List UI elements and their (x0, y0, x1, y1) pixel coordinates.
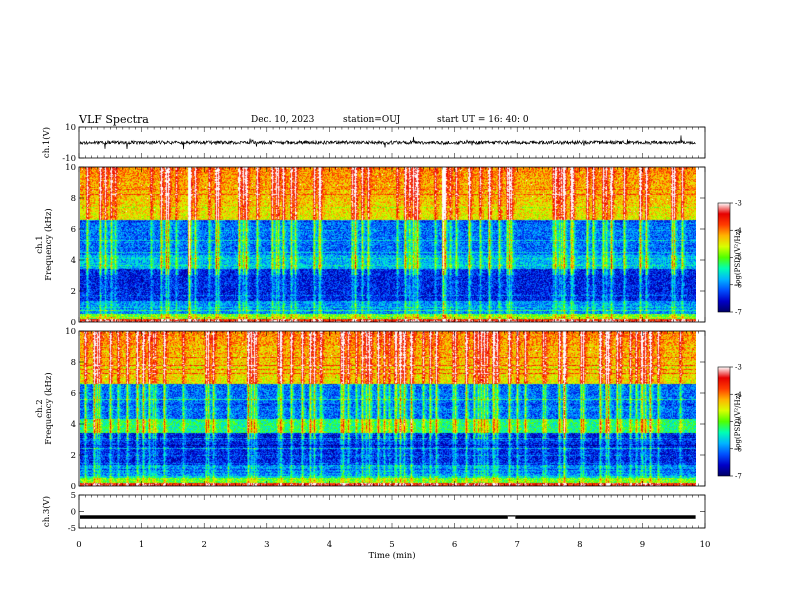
ch1-spectrogram-colorbar-tick-label: -3 (735, 200, 742, 208)
ch1-spectrogram-y-tick-label: 6 (71, 225, 76, 235)
ch3-waveform-y-axis-label: ch.3(V) (41, 496, 52, 527)
ch2-spectrogram-colorbar (717, 366, 731, 477)
ch2-spectrogram-colorbar-tick-label: -5 (735, 418, 742, 426)
ch1-spectrogram-y-tick-label: 8 (71, 194, 76, 204)
ch1-spectrogram-colorbar (717, 202, 731, 313)
ch3-waveform-trace (80, 515, 508, 519)
ch1-spectrogram-y-axis-label: ch.1 (35, 235, 45, 253)
ch1-spectrogram-colorbar-tick-label: -5 (735, 254, 742, 262)
ch2-spectrogram-colorbar-label: log(PSD)(V²/Hz) (734, 393, 742, 450)
ch3-waveform-dropout (507, 515, 516, 517)
x-tick-label: 8 (577, 540, 582, 550)
date-label: Dec. 10, 2023 (251, 115, 315, 125)
ch2-spectrogram-y-tick-label: 4 (71, 420, 76, 430)
ch1-waveform-trace (79, 135, 696, 150)
x-tick-label: 2 (201, 540, 206, 550)
ch2-spectrogram-colorbar-tick-label: -4 (735, 391, 742, 399)
ch1-spectrogram-colorbar-tick-label: -4 (735, 227, 742, 235)
x-tick-label: 6 (452, 540, 457, 550)
ch2-spectrogram-y-tick-label: 0 (71, 482, 76, 492)
x-tick-label: 7 (514, 540, 519, 550)
ch2-spectrogram-y-tick-label: 8 (71, 358, 76, 368)
x-tick-label: 3 (264, 540, 269, 550)
ch2-spectrogram-colorbar-tick-label: -7 (735, 473, 742, 481)
ch1-waveform-y-tick-label: 10 (65, 123, 76, 133)
ch2-spectrogram-colorbar-tick-label: -6 (735, 445, 742, 453)
ch3-waveform-y-tick-label: 0 (71, 508, 76, 518)
ch1-spectrogram-y-tick-label: 2 (71, 287, 76, 297)
ch2-spectrogram-y-tick-label: 2 (71, 451, 76, 461)
ch2-spectrogram-image (80, 331, 696, 486)
x-tick-label: 0 (76, 540, 81, 550)
ch3-waveform-trace (515, 515, 696, 519)
ch2-spectrogram-y-tick-label: 10 (65, 327, 76, 337)
ch1-waveform-y-tick-label: -10 (62, 154, 76, 164)
ch2-spectrogram-y-axis-label: Frequency (kHz) (43, 372, 54, 444)
ch2-spectrogram-y-tick-label: 6 (71, 389, 76, 399)
ch1-spectrogram-colorbar-tick-label: -6 (735, 281, 742, 289)
ch2-spectrogram-colorbar-tick-label: -3 (735, 364, 742, 372)
x-tick-label: 10 (700, 540, 711, 550)
ch1-spectrogram-y-axis-label: Frequency (kHz) (43, 208, 54, 280)
x-tick-label: 5 (389, 540, 394, 550)
ch1-spectrogram-y-tick-label: 0 (71, 318, 76, 328)
ch1-spectrogram-y-tick-label: 4 (71, 256, 76, 266)
ch1-waveform-y-axis-label: ch.1(V) (41, 127, 52, 158)
ch2-spectrogram-y-axis-label: ch.2 (35, 399, 45, 417)
ch3-waveform-y-tick-label: -5 (68, 524, 76, 534)
x-tick-label: 4 (327, 540, 332, 550)
station-label: station=OUJ (343, 115, 401, 125)
ch1-spectrogram-y-tick-label: 10 (65, 163, 76, 173)
x-tick-label: 9 (640, 540, 645, 550)
ch1-spectrogram-colorbar-label: log(PSD)(V²/Hz) (734, 229, 742, 286)
ch3-waveform-y-tick-label: 5 (71, 491, 76, 501)
chart-title: VLF Spectra (79, 113, 149, 126)
x-axis-label: Time (min) (368, 550, 415, 561)
ch1-spectrogram-image (80, 167, 696, 322)
ch1-spectrogram-colorbar-tick-label: -7 (735, 309, 742, 317)
start-time-label: start UT = 16: 40: 0 (437, 115, 529, 125)
x-tick-label: 1 (139, 540, 144, 550)
